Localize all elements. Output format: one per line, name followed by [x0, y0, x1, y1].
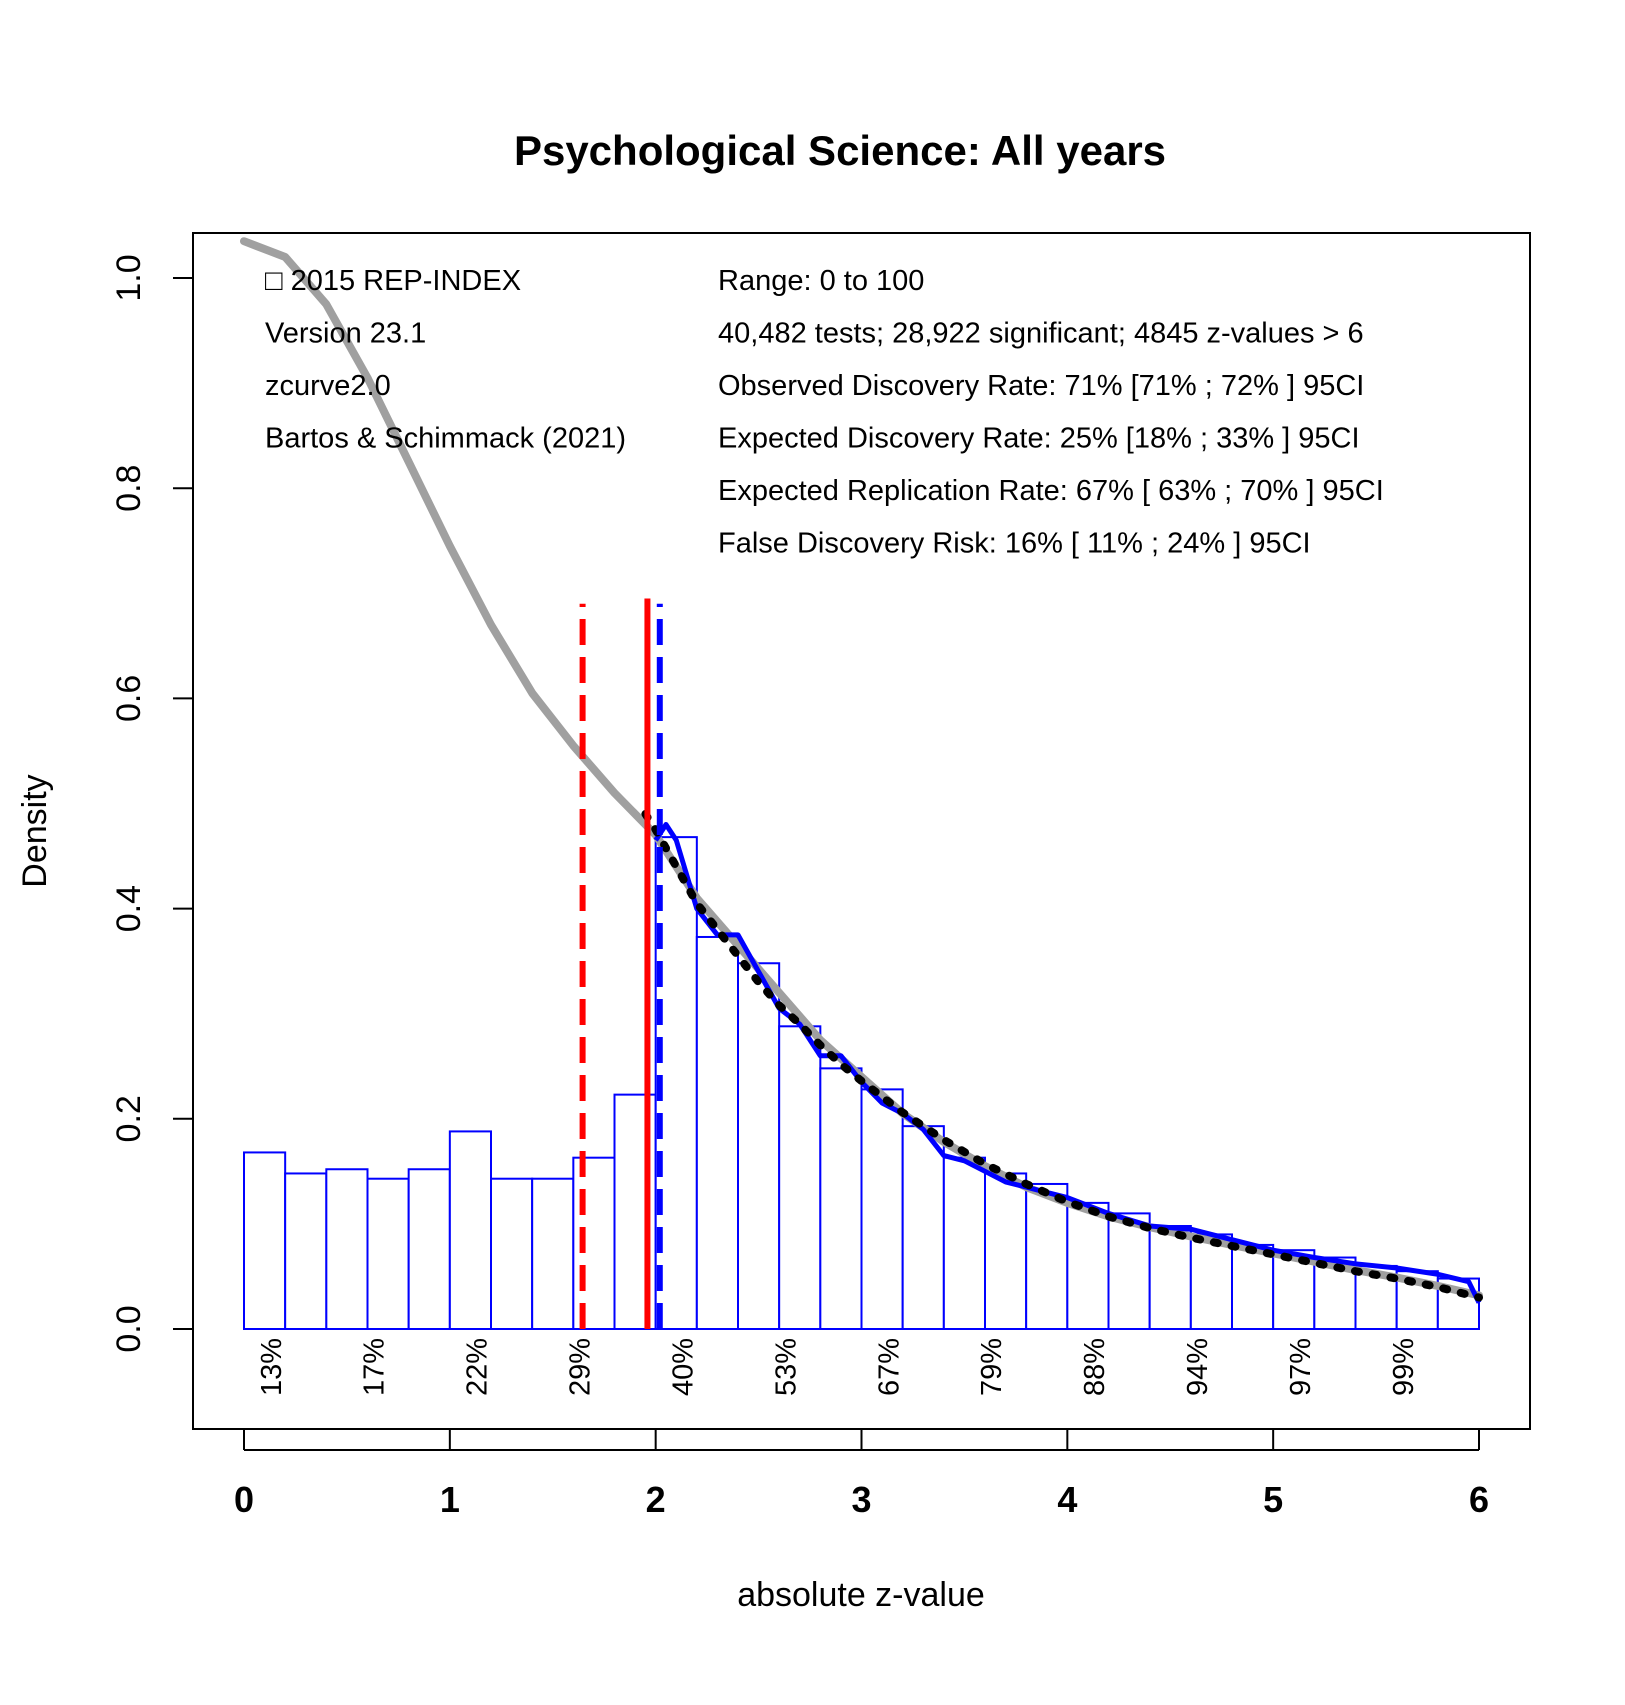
histogram-bar [325, 1168, 369, 1331]
annotation-right-line: Observed Discovery Rate: 71% [71% ; 72% … [718, 370, 1364, 402]
power-label: 79% [976, 1338, 1008, 1396]
histogram-bar [572, 1156, 616, 1331]
histogram-bar [901, 1125, 945, 1330]
y-tick-label: 0.8 [110, 465, 148, 512]
annotation-right-line: Range: 0 to 100 [718, 265, 924, 297]
histogram-bar [1025, 1182, 1069, 1331]
y-axis-title: Density [16, 774, 54, 887]
annotation-right-line: Expected Discovery Rate: 25% [18% ; 33% … [718, 423, 1360, 455]
x-axis: 0 1 2 3 4 5 6 [234, 1429, 1489, 1520]
power-label: 40% [667, 1338, 699, 1396]
power-label: 94% [1182, 1338, 1214, 1396]
annotation-right-line: False Discovery Risk: 16% [ 11% ; 24% ] … [718, 528, 1311, 560]
power-label: 99% [1388, 1338, 1420, 1396]
histogram-bar [243, 1151, 287, 1330]
histogram-bar [1231, 1243, 1275, 1331]
y-tick-label: 0.4 [110, 885, 148, 932]
observed-curve-layer [653, 822, 1482, 1304]
histogram-bar [490, 1177, 534, 1331]
histogram-bar [942, 1156, 986, 1331]
power-labels: 13% 17% 22% 29% 40% 53% 67% 79% 88% 94% 97% 99% [256, 1338, 1420, 1396]
histogram-bar [1066, 1201, 1110, 1331]
power-label: 22% [462, 1338, 494, 1396]
observed-density-curve [653, 822, 1482, 1304]
x-tick-label: 0 [234, 1479, 254, 1520]
annotation-left-line: Version 23.1 [265, 318, 426, 350]
histogram-bar [1189, 1233, 1234, 1331]
annotation-left-line: Bartos & Schimmack (2021) [265, 423, 626, 455]
fitted-density-curve [641, 810, 1483, 1302]
y-tick-label: 0.0 [110, 1305, 148, 1352]
x-tick-label: 1 [440, 1479, 460, 1520]
power-label: 17% [359, 1338, 391, 1396]
histogram-bar [448, 1130, 493, 1330]
power-label: 53% [770, 1338, 802, 1396]
x-tick-label: 3 [851, 1479, 871, 1520]
histogram-bar [284, 1172, 328, 1331]
histogram-bar [407, 1168, 451, 1331]
annotations-left: □ 2015 REP-INDEX Version 23.1 zcurve2.0 Bar… [265, 265, 626, 455]
histogram-bar [819, 1067, 863, 1331]
histogram-bars [243, 836, 1481, 1331]
histogram-bar [366, 1177, 410, 1331]
histogram-bar [984, 1172, 1028, 1331]
y-tick-label: 1.0 [110, 254, 148, 301]
x-tick-label: 6 [1469, 1479, 1489, 1520]
y-tick-label: 0.6 [110, 675, 148, 722]
annotation-right-line: Expected Replication Rate: 67% [ 63% ; 7… [718, 475, 1384, 507]
histogram-bar [1107, 1212, 1151, 1331]
histogram-bar [1148, 1225, 1192, 1330]
y-axis: 0.0 0.2 0.4 0.6 0.8 1.0 [110, 254, 194, 1353]
x-tick-label: 4 [1057, 1479, 1077, 1520]
power-label: 13% [256, 1338, 288, 1396]
x-tick-label: 5 [1263, 1479, 1283, 1520]
power-label: 29% [565, 1338, 597, 1396]
annotation-left-line: □ 2015 REP-INDEX [265, 265, 521, 297]
histogram-bar [860, 1088, 904, 1330]
vertical-lines [579, 598, 663, 1329]
annotations-right: Range: 0 to 100 40,482 tests; 28,922 sign… [718, 265, 1384, 560]
histogram-bar [531, 1177, 575, 1331]
power-label: 88% [1079, 1338, 1111, 1396]
annotation-left-line: zcurve2.0 [265, 370, 391, 402]
y-tick-label: 0.2 [110, 1095, 148, 1142]
histogram-bar [695, 935, 739, 1330]
histogram-bar [737, 962, 781, 1330]
power-label: 67% [873, 1338, 905, 1396]
histogram-bar [778, 1025, 822, 1330]
annotation-right-line: 40,482 tests; 28,922 significant; 4845 z… [718, 318, 1364, 350]
fit-curve-layer [641, 810, 1483, 1302]
chart-title: Psychological Science: All years [514, 127, 1166, 174]
power-label: 97% [1285, 1338, 1317, 1396]
x-axis-title: absolute z-value [737, 1576, 985, 1614]
x-tick-label: 2 [646, 1479, 666, 1520]
